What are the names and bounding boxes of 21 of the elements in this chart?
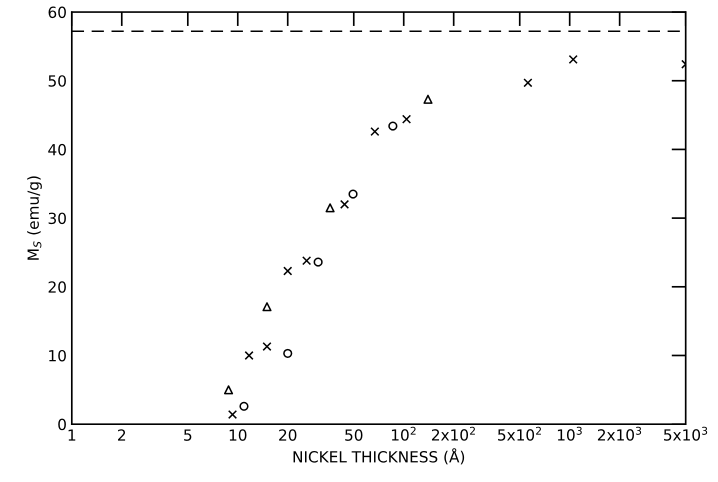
y-tick-label: 20	[48, 281, 66, 293]
x-tick-label: 2	[118, 429, 126, 441]
x-tick-label: 5x10$^{3}$	[664, 426, 708, 441]
x-tick-label: 2x10$^{2}$	[432, 426, 475, 441]
y-tick-label: 60	[48, 6, 66, 18]
y-tick-label: 30	[48, 212, 66, 224]
x-tick-label: 1	[68, 429, 76, 441]
y-tick-label: 40	[48, 144, 66, 156]
x-tick-label: 10$^{2}$	[392, 426, 416, 441]
x-axis-title: NICKEL THICKNESS (Å)	[294, 448, 464, 464]
x-tick-label: 10$^{3}$	[558, 426, 582, 441]
x-tick-label: 20	[279, 429, 296, 441]
x-tick-label: 5x10$^{2}$	[498, 426, 541, 441]
y-axis-title: M$_{S}$ (emu/g)	[27, 176, 42, 260]
y-tick-label: 0	[58, 418, 66, 430]
x-tick-label: 10	[230, 429, 246, 441]
y-tick-label: 50	[48, 75, 66, 87]
x-tick-label: 5	[184, 429, 192, 441]
y-tick-label: 10	[49, 350, 66, 362]
x-tick-label: 50	[345, 429, 362, 441]
x-tick-label: 2x10$^{3}$	[598, 426, 642, 441]
